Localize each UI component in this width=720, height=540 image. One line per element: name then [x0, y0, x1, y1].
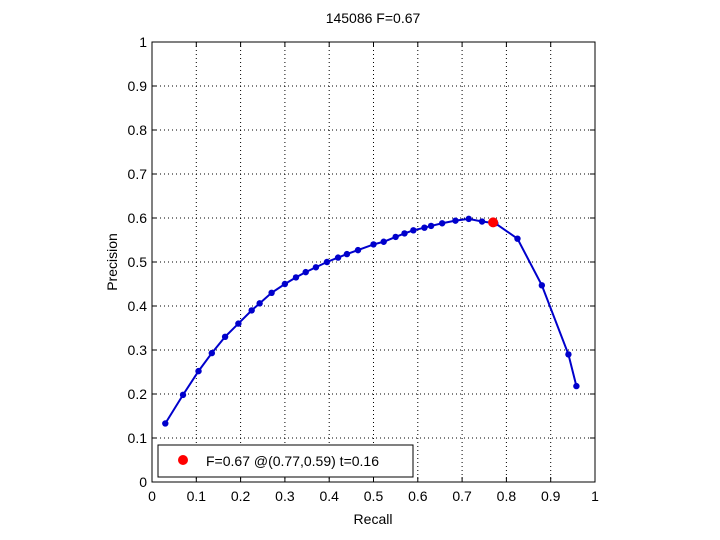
x-tick-label: 0.4 — [319, 488, 339, 504]
data-point — [302, 268, 309, 276]
x-tick-label: 0.6 — [408, 488, 428, 504]
y-axis-label: Precision — [104, 233, 120, 291]
y-tick-label: 1 — [139, 34, 147, 50]
data-point — [268, 289, 275, 296]
x-tick-label: 0.1 — [187, 488, 207, 504]
legend-label: F=0.67 @(0.77,0.59) t=0.16 — [206, 453, 379, 469]
x-tick-label: 0.8 — [497, 488, 517, 504]
y-tick-label: 0.3 — [128, 342, 148, 358]
legend-box — [157, 444, 414, 478]
data-point — [410, 227, 417, 234]
y-tick-label: 0.1 — [128, 430, 148, 446]
data-point — [392, 233, 399, 241]
y-tick-label: 0.5 — [128, 254, 148, 270]
legend-marker — [178, 455, 188, 465]
x-tick-label: 0.3 — [275, 488, 295, 504]
data-point — [401, 230, 408, 237]
data-point — [281, 280, 289, 288]
data-point — [162, 420, 169, 427]
plot-frame — [151, 41, 596, 483]
data-point — [427, 222, 435, 230]
data-point — [421, 224, 428, 231]
x-tick-label: 0 — [148, 488, 156, 504]
data-point — [565, 351, 572, 358]
data-point — [323, 258, 331, 266]
data-point — [380, 238, 387, 245]
data-point — [438, 220, 446, 227]
y-tick-label: 0.2 — [128, 386, 148, 402]
data-point — [334, 254, 342, 261]
data-point — [354, 246, 362, 254]
data-point — [514, 235, 521, 242]
chart-title: 145086 F=0.67 — [326, 10, 421, 26]
data-point — [573, 382, 580, 390]
x-tick-label: 1 — [591, 488, 599, 504]
series-points — [162, 215, 580, 427]
y-tick-label: 0.9 — [128, 78, 148, 94]
data-point — [256, 300, 263, 307]
axis-ticks: 0 0.1 0.2 0.3 0.4 0.5 0.6 0.7 0.8 0.9 1 0 0.1 0.2 0.3 0… — [128, 34, 600, 504]
x-tick-label: 0.5 — [364, 488, 384, 504]
y-tick-label: 0.8 — [128, 122, 148, 138]
y-tick-label: 0 — [139, 474, 147, 490]
data-point — [538, 282, 546, 289]
x-tick-label: 0.9 — [541, 488, 561, 504]
data-point — [221, 333, 229, 340]
data-point — [343, 250, 351, 258]
y-tick-label: 0.4 — [128, 298, 148, 314]
x-axis-label: Recall — [354, 511, 393, 527]
data-point — [179, 391, 187, 399]
data-point — [478, 218, 486, 225]
highlight-point — [488, 217, 499, 228]
y-tick-label: 0.7 — [128, 166, 148, 182]
data-point — [208, 349, 216, 357]
series-line — [164, 217, 578, 425]
data-point — [248, 307, 255, 314]
legend: F=0.67 @(0.77,0.59) t=0.16 — [157, 444, 414, 478]
data-point — [465, 215, 472, 223]
data-point — [370, 241, 377, 248]
data-point — [452, 217, 459, 224]
data-point — [292, 274, 300, 281]
data-point — [235, 320, 242, 327]
x-tick-label: 0.2 — [231, 488, 251, 504]
data-point — [312, 264, 320, 271]
data-point — [195, 367, 202, 375]
x-tick-label: 0.7 — [452, 488, 472, 504]
y-tick-label: 0.6 — [128, 210, 148, 226]
